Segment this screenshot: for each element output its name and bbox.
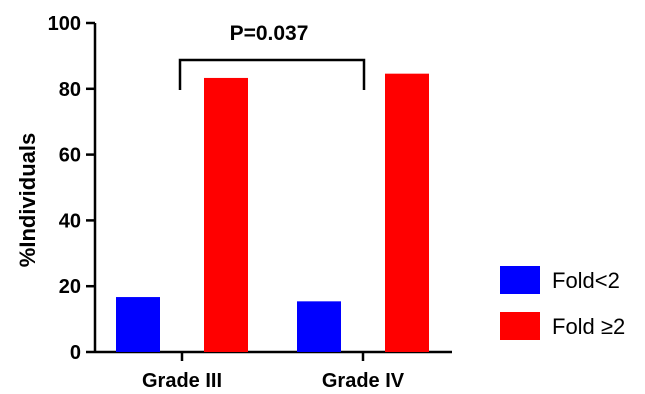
bracket-line	[178, 58, 366, 90]
legend-label: Fold ≥2	[552, 314, 625, 339]
significance-bracket: P=0.037	[178, 22, 366, 90]
legend-label: Fold<2	[552, 268, 620, 293]
y-tick-label: 80	[59, 79, 81, 101]
x-tick-label: Grade III	[142, 370, 222, 392]
x-axis: Grade III Grade IV	[95, 350, 452, 392]
bar-fold-ge-2-2	[385, 73, 429, 352]
y-axis: 0 20 40 60 80 100	[48, 13, 97, 364]
y-tick-label: 40	[59, 210, 81, 232]
y-tick-label: 60	[59, 145, 81, 167]
y-axis-label: %Individuals	[15, 133, 40, 267]
bar-fold-ge-2-1	[204, 77, 248, 353]
p-value-label: P=0.037	[230, 22, 309, 45]
x-tick-label: Grade IV	[322, 370, 405, 392]
bar-fold-lt-2-1	[116, 297, 160, 352]
legend-swatch	[500, 312, 540, 340]
bar-fold-lt-2-2	[297, 301, 341, 352]
y-tick-label: 100	[48, 13, 81, 35]
y-tick-label: 20	[59, 276, 81, 298]
legend-swatch	[500, 266, 540, 294]
y-tick-label: 0	[70, 342, 81, 364]
legend: Fold<2 Fold ≥2	[500, 266, 625, 340]
bars	[116, 73, 429, 353]
